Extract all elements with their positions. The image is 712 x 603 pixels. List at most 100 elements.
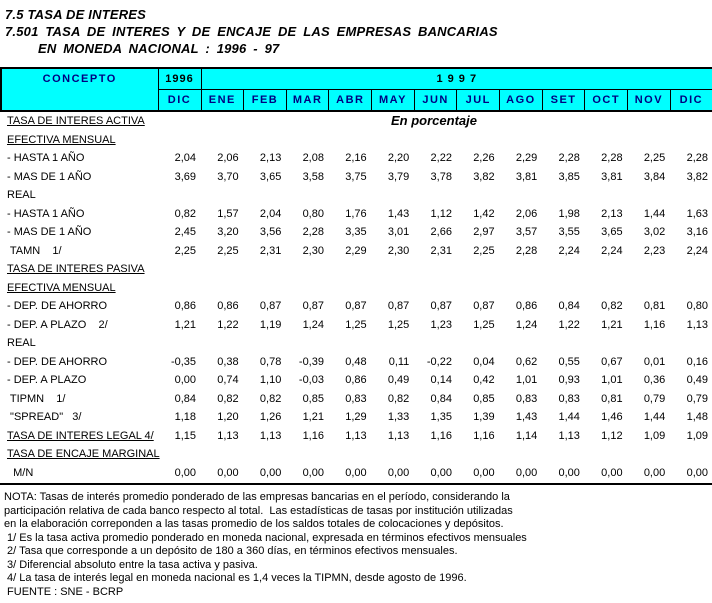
value-cell: 2,20: [387, 152, 410, 165]
value-cell: [627, 260, 670, 279]
value-cell: [200, 186, 243, 205]
value-cell: 1,09: [643, 429, 666, 442]
value-cell: [285, 260, 328, 279]
note-line: 1/ Es la tasa activa promedio ponderado …: [4, 531, 527, 544]
value-cell: 0,93: [558, 374, 580, 387]
row-label: REAL: [7, 337, 36, 350]
value-cell: 2,28: [601, 152, 623, 165]
value-cell: [669, 131, 712, 150]
section-number-title: 7.5 TASA DE INTERES: [5, 7, 147, 22]
value-cell: 0,82: [601, 300, 623, 313]
value-cell: [243, 260, 286, 279]
value-cell: [328, 131, 371, 150]
value-cell: [413, 445, 456, 464]
value-cell: 1,19: [259, 318, 282, 331]
value-cell: 1,44: [643, 411, 666, 424]
month-header: MAR: [285, 89, 330, 112]
value-cell: 0,81: [601, 392, 623, 405]
value-cell: 1,46: [601, 411, 623, 424]
value-cell: [456, 186, 499, 205]
value-cell: 2,31: [430, 244, 452, 257]
value-cell: 0,00: [387, 466, 410, 479]
value-cell: 2,66: [430, 226, 452, 239]
value-cell: [157, 334, 200, 353]
table-row: - MAS DE 1 AÑO 3,69 3,70 3,65 3,58 3,75 3,79 3,…: [0, 168, 712, 187]
value-cell: [541, 445, 584, 464]
value-cell: -0,22: [426, 355, 452, 368]
value-cell: 2,08: [302, 152, 324, 165]
value-cell: [157, 279, 200, 298]
value-cell: 1,13: [686, 318, 708, 331]
value-cell: 0,00: [430, 466, 452, 479]
value-cell: [371, 260, 414, 279]
value-cell: 0,74: [217, 374, 239, 387]
value-cell: 0,00: [174, 374, 197, 387]
value-cell: [413, 279, 456, 298]
note-line: en la elaboración correponden a las tasa…: [4, 518, 504, 530]
row-label: - DEP. A PLAZO 2/: [7, 318, 108, 331]
value-cell: [584, 186, 627, 205]
value-cell: 1,16: [643, 318, 666, 331]
value-cell: [285, 334, 328, 353]
value-cell: 1,39: [473, 411, 495, 424]
value-cell: 0,00: [302, 466, 324, 479]
value-cell: 0,85: [302, 392, 324, 405]
value-cell: [371, 186, 414, 205]
month-header: FEB: [243, 89, 287, 112]
value-cell: 0,14: [430, 374, 452, 387]
value-cell: 1,57: [217, 207, 239, 220]
value-cell: 1,63: [686, 207, 708, 220]
value-cell: 1,13: [387, 429, 410, 442]
value-cell: 0,00: [601, 466, 623, 479]
value-cell: 0,80: [302, 207, 324, 220]
value-cell: 3,82: [473, 170, 495, 183]
value-cell: 1,13: [345, 429, 367, 442]
row-label: - DEP. A PLAZO: [7, 374, 87, 387]
value-cell: 0,85: [473, 392, 495, 405]
value-cell: [243, 186, 286, 205]
value-cell: 1,25: [473, 318, 495, 331]
value-cell: [541, 186, 584, 205]
value-cell: [669, 186, 712, 205]
value-cell: 0,00: [558, 466, 580, 479]
value-cell: 1,43: [515, 411, 538, 424]
value-cell: 1,12: [430, 207, 452, 220]
value-cell: 1,09: [686, 429, 708, 442]
value-cell: [200, 334, 243, 353]
value-cell: 0,49: [387, 374, 410, 387]
value-cell: 0,00: [174, 466, 197, 479]
value-cell: 0,48: [345, 355, 367, 368]
unit-note: En porcentaje: [391, 113, 477, 128]
row-label: - HASTA 1 AÑO: [7, 207, 85, 220]
value-cell: 0,82: [387, 392, 410, 405]
table-row: - HASTA 1 AÑO 2,04 2,06 2,13 2,08 2,16 2,20 2,2…: [0, 149, 712, 168]
value-cell: 2,24: [558, 244, 580, 257]
value-cell: 1,35: [430, 411, 452, 424]
value-cell: [200, 112, 243, 131]
value-cell: 2,29: [515, 152, 538, 165]
value-cell: [328, 260, 371, 279]
value-cell: 0,01: [643, 355, 666, 368]
value-cell: 1,14: [515, 429, 538, 442]
value-cell: [200, 260, 243, 279]
value-cell: [371, 279, 414, 298]
value-cell: 1,44: [643, 207, 666, 220]
value-cell: [627, 186, 670, 205]
value-cell: [499, 334, 542, 353]
value-cell: 1,26: [259, 411, 282, 424]
value-cell: 1,12: [601, 429, 623, 442]
value-cell: 0,00: [473, 466, 495, 479]
value-cell: [328, 279, 371, 298]
value-cell: 3,57: [515, 226, 538, 239]
value-cell: 1,98: [558, 207, 580, 220]
value-cell: 2,30: [302, 244, 324, 257]
row-label: - MAS DE 1 AÑO: [7, 170, 92, 183]
value-cell: [456, 279, 499, 298]
section-row: REAL: [0, 186, 712, 205]
month-header: SET: [541, 89, 586, 112]
note-line: participación relativa de cada banco res…: [4, 504, 513, 517]
value-cell: 2,16: [345, 152, 367, 165]
value-cell: [413, 186, 456, 205]
value-cell: 0,87: [302, 300, 324, 313]
value-cell: 0,83: [558, 392, 580, 405]
